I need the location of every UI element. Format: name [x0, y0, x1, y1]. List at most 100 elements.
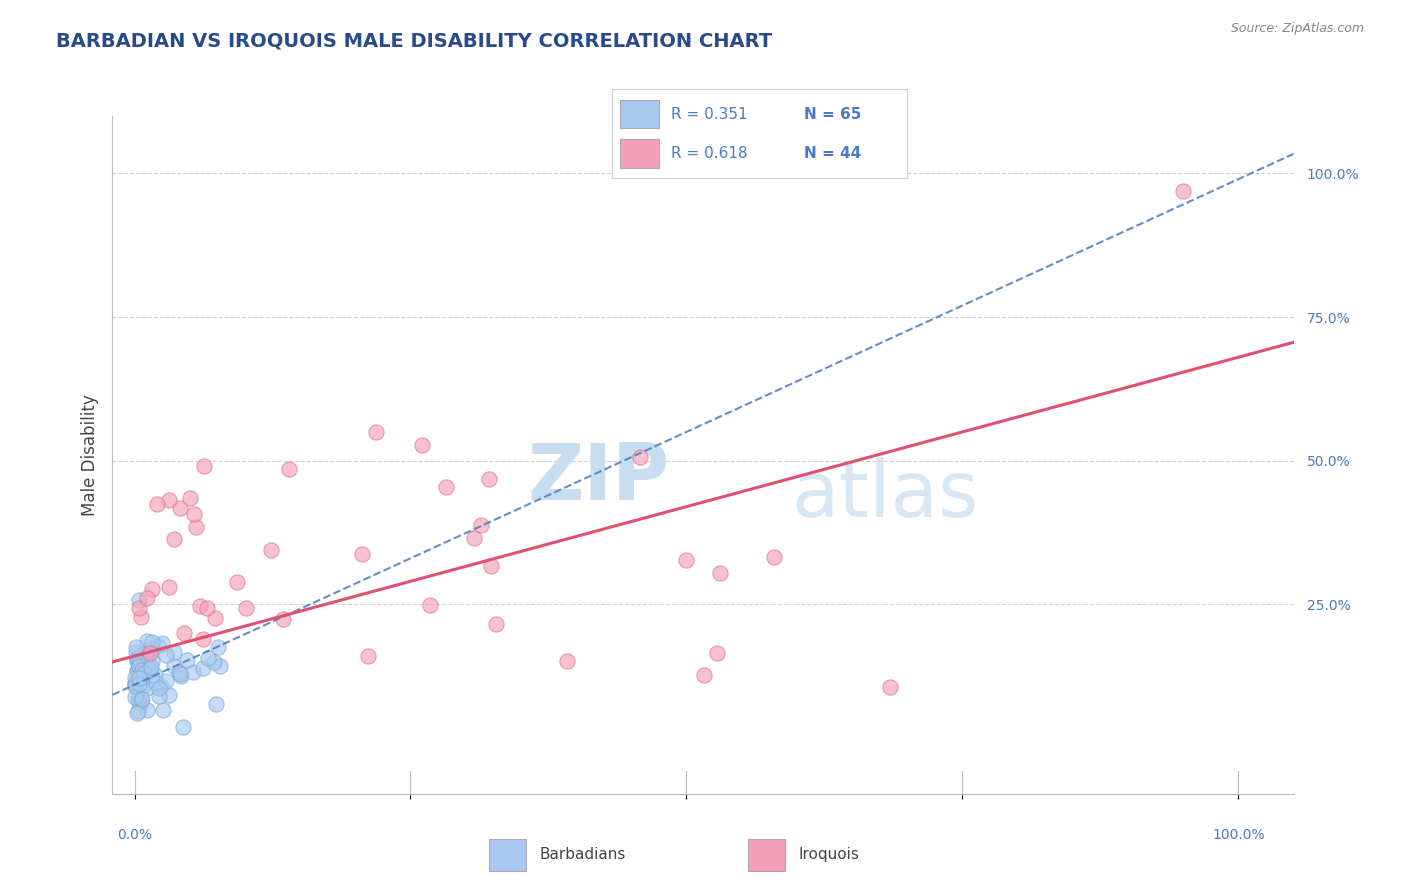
Point — [273, 612, 295, 626]
Y-axis label: Male Disability: Male Disability — [80, 394, 98, 516]
Point — [131, 679, 153, 693]
Point — [157, 580, 180, 594]
Point — [706, 646, 728, 660]
Point — [128, 659, 150, 673]
Point — [555, 655, 578, 669]
Point — [141, 635, 163, 649]
Point — [879, 681, 901, 695]
Text: N = 44: N = 44 — [804, 146, 860, 161]
Point — [478, 472, 501, 486]
FancyBboxPatch shape — [620, 100, 659, 128]
Point — [209, 658, 232, 673]
Point — [197, 650, 219, 665]
Point — [172, 721, 194, 735]
Text: Barbadians: Barbadians — [540, 847, 626, 862]
Point — [125, 645, 148, 659]
Point — [134, 646, 156, 660]
Point — [169, 500, 191, 515]
Point — [181, 665, 204, 680]
Point — [141, 654, 163, 668]
Point — [125, 650, 148, 665]
Point — [141, 582, 163, 596]
Text: Iroquois: Iroquois — [799, 847, 859, 862]
Point — [173, 626, 195, 640]
Point — [124, 690, 146, 704]
Point — [146, 497, 169, 511]
Point — [235, 601, 257, 615]
Point — [128, 677, 150, 691]
Point — [139, 642, 162, 657]
Point — [693, 668, 716, 682]
Point — [135, 648, 157, 662]
Point — [277, 462, 299, 476]
Point — [125, 654, 148, 668]
Point — [193, 459, 215, 474]
Point — [125, 664, 148, 678]
Point — [124, 672, 146, 686]
Point — [127, 665, 149, 679]
Point — [434, 480, 457, 494]
Point — [157, 492, 180, 507]
Point — [129, 691, 152, 706]
Point — [129, 696, 152, 710]
Point — [148, 639, 170, 653]
Point — [127, 704, 149, 718]
Point — [350, 548, 373, 562]
Point — [167, 665, 190, 680]
Point — [183, 507, 205, 521]
Point — [675, 552, 697, 566]
Point — [260, 543, 283, 558]
Point — [485, 616, 508, 631]
Point — [169, 666, 191, 681]
Point — [191, 632, 214, 647]
Point — [150, 635, 173, 649]
Point — [205, 698, 228, 712]
Point — [139, 646, 162, 660]
Point — [163, 533, 186, 547]
Point — [155, 648, 177, 663]
Point — [135, 703, 157, 717]
Text: R = 0.618: R = 0.618 — [671, 146, 747, 161]
Point — [135, 648, 157, 663]
Point — [139, 662, 162, 676]
Point — [134, 671, 156, 685]
Point — [127, 691, 149, 706]
Point — [155, 673, 177, 688]
Point — [202, 655, 225, 669]
Point — [139, 660, 162, 674]
Point — [163, 645, 186, 659]
Point — [148, 681, 170, 695]
Point — [128, 593, 150, 607]
Point — [124, 676, 146, 690]
Text: 0.0%: 0.0% — [117, 829, 152, 842]
Point — [125, 706, 148, 720]
Point — [129, 609, 152, 624]
FancyBboxPatch shape — [620, 139, 659, 168]
Point — [411, 438, 433, 452]
Point — [186, 520, 208, 534]
Point — [136, 681, 159, 695]
Point — [419, 598, 441, 612]
FancyBboxPatch shape — [489, 839, 526, 871]
Point — [191, 661, 214, 675]
Point — [195, 600, 218, 615]
Point — [152, 703, 174, 717]
Point — [470, 518, 492, 533]
Point — [128, 671, 150, 685]
Point — [628, 450, 651, 464]
Point — [356, 648, 378, 663]
Text: N = 65: N = 65 — [804, 107, 860, 121]
Text: Source: ZipAtlas.com: Source: ZipAtlas.com — [1230, 22, 1364, 36]
Point — [1171, 184, 1194, 198]
Point — [131, 691, 153, 706]
Point — [366, 425, 388, 440]
Point — [143, 668, 166, 682]
Point — [179, 491, 201, 506]
Point — [150, 679, 173, 693]
Point — [188, 599, 211, 613]
Point — [170, 669, 193, 683]
Point — [148, 689, 170, 703]
FancyBboxPatch shape — [748, 839, 785, 871]
Point — [204, 611, 226, 625]
Point — [479, 559, 502, 574]
